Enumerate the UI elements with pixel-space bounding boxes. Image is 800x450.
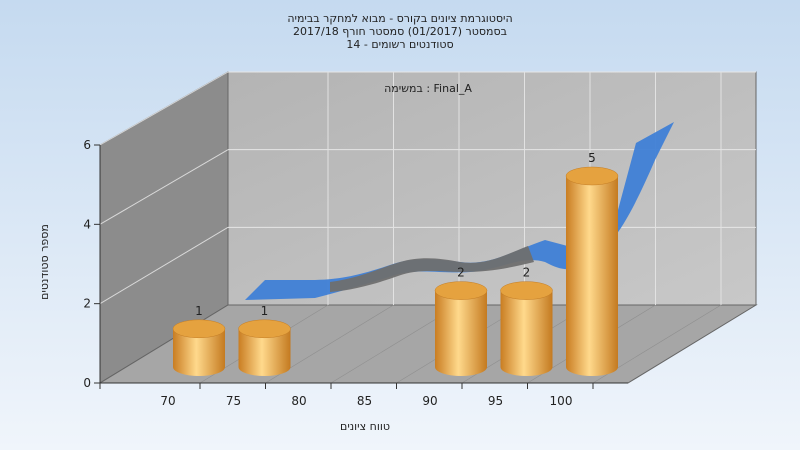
y-tick-label: 6 bbox=[83, 138, 91, 152]
y-tick-label: 4 bbox=[83, 217, 91, 231]
bar-body bbox=[238, 328, 291, 376]
background-series-gray bbox=[330, 246, 534, 292]
bars-group: 1 1 2 2 5 bbox=[172, 151, 619, 376]
x-tick-label: 70 bbox=[160, 394, 175, 408]
x-tick-label: 75 bbox=[226, 394, 241, 408]
x-axis-ticks: 70 75 80 85 90 95 100 bbox=[99, 383, 594, 408]
chart-title-line-3: סטודנטים רשומים - 14 bbox=[346, 38, 453, 51]
bar-75: 1 bbox=[238, 304, 291, 376]
bar-body bbox=[173, 328, 225, 376]
grid-line-left-wall bbox=[99, 226, 229, 305]
bar-top bbox=[434, 281, 488, 300]
grid-line-left-wall bbox=[99, 71, 229, 146]
bar-top bbox=[172, 319, 226, 339]
x-tick-label: 85 bbox=[357, 394, 372, 408]
grid-line-left-wall bbox=[99, 149, 229, 225]
bar-top bbox=[238, 319, 291, 339]
bar-body bbox=[500, 290, 553, 376]
chart-title-line-2: בסמסטר (01/2017) סמסטר חורף 2017/18 bbox=[293, 25, 507, 38]
chart-annotation: במשימה : Final_A bbox=[384, 82, 472, 95]
bar-70: 1 bbox=[172, 304, 226, 376]
x-tick-label: 80 bbox=[291, 394, 306, 408]
x-axis-label: טווח ציונים bbox=[340, 420, 390, 433]
chart-title-line-1: היסטוגרמת ציונים בקורס - מבוא למחקר בבימ… bbox=[287, 12, 512, 25]
x-tick-label: 100 bbox=[550, 394, 573, 408]
y-axis-ticks: 0 2 4 6 bbox=[83, 138, 100, 390]
bar-data-label: 1 bbox=[261, 304, 269, 318]
bar-body bbox=[435, 290, 487, 376]
x-tick-label: 95 bbox=[488, 394, 503, 408]
bar-data-label: 1 bbox=[195, 304, 203, 318]
bar-90: 2 bbox=[434, 266, 488, 376]
bar-top bbox=[565, 166, 619, 186]
y-tick-label: 0 bbox=[83, 376, 91, 390]
bar-100: 5 bbox=[565, 151, 619, 376]
bar-body bbox=[566, 176, 618, 376]
x-tick-label: 90 bbox=[422, 394, 437, 408]
y-tick-label: 2 bbox=[83, 297, 91, 311]
bar-95: 2 bbox=[500, 266, 553, 376]
y-axis-label: מספר סטודנטים bbox=[38, 224, 51, 300]
bar-top bbox=[500, 281, 553, 300]
bar-data-label: 5 bbox=[588, 151, 596, 165]
bar-data-label: 2 bbox=[523, 266, 531, 280]
bar-data-label: 2 bbox=[457, 266, 465, 280]
